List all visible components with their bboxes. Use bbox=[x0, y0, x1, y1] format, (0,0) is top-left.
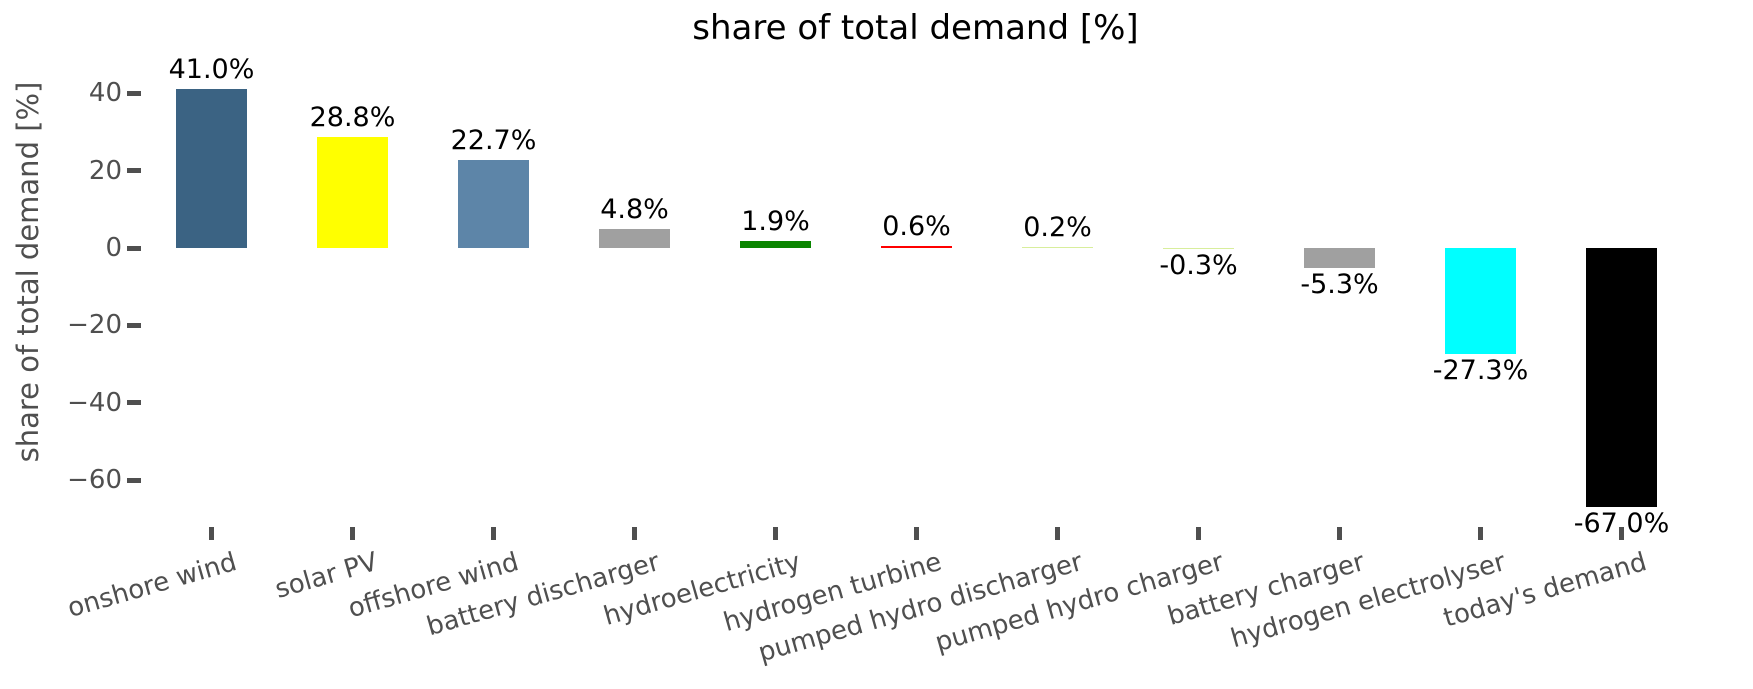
bar-offshore-wind bbox=[458, 160, 529, 248]
y-tick-mark bbox=[127, 90, 141, 96]
y-tick-mark bbox=[127, 477, 141, 483]
bar-value-label-pumped-hydro-discharger: 0.2% bbox=[1023, 212, 1092, 243]
chart-title: share of total demand [%] bbox=[692, 8, 1139, 48]
x-tick-mark bbox=[491, 527, 496, 540]
x-tick-mark bbox=[632, 527, 637, 540]
bar-value-label-battery-charger: -5.3% bbox=[1300, 269, 1379, 301]
bar-solar-pv bbox=[317, 136, 388, 248]
bar-hydroelectricity bbox=[740, 240, 811, 248]
bar-value-label-offshore-wind: 22.7% bbox=[450, 125, 537, 157]
bar-value-label-hydrogen-turbine: 0.6% bbox=[882, 210, 951, 242]
bar-today-s-demand bbox=[1586, 248, 1657, 508]
y-tick-mark bbox=[127, 245, 141, 251]
bar-value-label-hydrogen-electrolyser: -27.3% bbox=[1432, 354, 1529, 386]
bar-battery-discharger bbox=[599, 229, 670, 248]
bar-onshore-wind bbox=[176, 89, 247, 248]
bar-battery-charger bbox=[1304, 248, 1375, 269]
x-tick-mark bbox=[1478, 527, 1483, 540]
x-tick-mark bbox=[773, 527, 778, 540]
bar-value-label-onshore-wind: 41.0% bbox=[168, 54, 255, 86]
x-tick-mark bbox=[1055, 527, 1060, 540]
x-tick-mark bbox=[1196, 527, 1201, 540]
y-tick-label: 0 bbox=[105, 233, 122, 263]
y-tick-label: 40 bbox=[88, 78, 122, 109]
bar-value-label-solar-pv: 28.8% bbox=[309, 101, 396, 133]
y-tick-label: −40 bbox=[67, 387, 122, 418]
y-tick-mark bbox=[127, 322, 141, 328]
plot-area: 40 20 0 −20 −40 −60 41.0% onshore wind 28.8% sola… bbox=[64, 56, 1691, 668]
bar-pumped-hydro-discharger bbox=[1022, 247, 1093, 248]
x-tick-mark bbox=[914, 527, 919, 540]
bar-pumped-hydro-charger bbox=[1163, 248, 1234, 250]
bar-hydrogen-electrolyser bbox=[1445, 248, 1516, 354]
x-tick-mark bbox=[1337, 527, 1342, 540]
y-tick-mark bbox=[127, 400, 141, 406]
bar-value-label-battery-discharger: 4.8% bbox=[600, 194, 669, 226]
y-tick-label: −60 bbox=[67, 465, 122, 496]
bar-value-label-pumped-hydro-charger: -0.3% bbox=[1159, 250, 1238, 282]
bar-hydrogen-turbine bbox=[881, 245, 952, 248]
bar-value-label-hydroelectricity: 1.9% bbox=[741, 205, 810, 237]
y-tick-label: 20 bbox=[88, 155, 122, 186]
y-tick-mark bbox=[127, 168, 141, 174]
y-tick-label: −20 bbox=[67, 310, 122, 341]
x-tick-mark bbox=[350, 527, 355, 540]
x-tick-mark bbox=[1619, 527, 1624, 540]
x-tick-mark bbox=[209, 527, 214, 540]
